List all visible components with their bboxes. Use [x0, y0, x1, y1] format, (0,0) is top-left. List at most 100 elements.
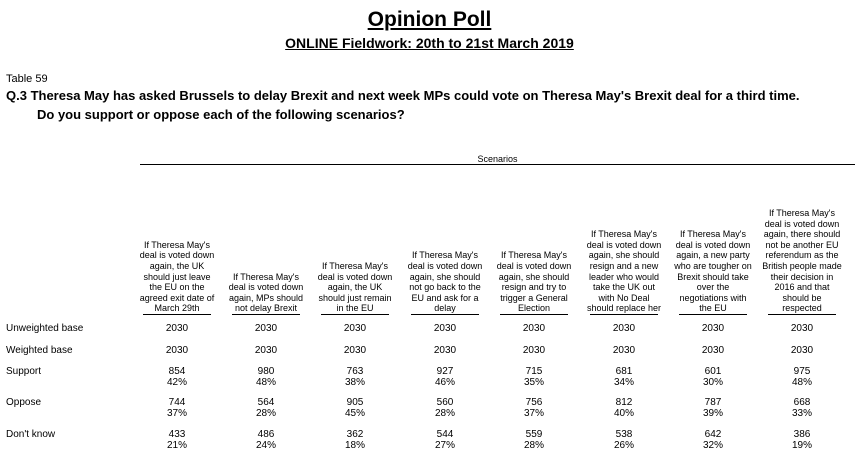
table-cell: 564 28%	[226, 397, 306, 419]
table-cell: 2030	[673, 345, 753, 356]
cell-percent: 46%	[434, 377, 455, 388]
cell-percent: 48%	[255, 377, 276, 388]
table-cell: 2030	[137, 345, 217, 356]
cell-percent: 21%	[166, 440, 187, 451]
column-header-underline	[411, 314, 479, 315]
cell-count: 362	[346, 429, 364, 440]
cell-count: 2030	[343, 345, 367, 356]
question-line-1: Q.3 Theresa May has asked Brussels to de…	[6, 88, 800, 103]
cell-percent: 28%	[255, 408, 276, 419]
row-label: Oppose	[6, 397, 42, 408]
cell-percent: 30%	[702, 377, 723, 388]
column-header-text: If Theresa May's deal is voted down agai…	[674, 229, 752, 314]
table-cell: 2030	[405, 345, 485, 356]
column-header-text: If Theresa May's deal is voted down agai…	[762, 208, 842, 314]
cell-count: 2030	[522, 345, 546, 356]
table-cell: 744 37%	[137, 397, 217, 419]
table-cell: 2030	[315, 323, 395, 334]
cell-percent: 35%	[523, 377, 544, 388]
table-cell: 2030	[673, 323, 753, 334]
cell-count: 756	[525, 397, 543, 408]
column-header-underline	[232, 314, 300, 315]
cell-count: 975	[793, 366, 811, 377]
cell-count: 927	[436, 366, 454, 377]
column-header-text: If Theresa May's deal is voted down agai…	[407, 250, 483, 314]
table-cell: 538 26%	[584, 429, 664, 451]
table-cell: 905 45%	[315, 397, 395, 419]
table-cell: 2030	[494, 323, 574, 334]
cell-percent: 42%	[166, 377, 187, 388]
table-cell: 2030	[405, 323, 485, 334]
cell-percent: 37%	[523, 408, 544, 419]
cell-count: 2030	[165, 345, 189, 356]
cell-count: 2030	[701, 323, 725, 334]
cell-count: 642	[704, 429, 722, 440]
column-header-4: If Theresa May's deal is voted down agai…	[405, 250, 485, 315]
cell-count: 544	[436, 429, 454, 440]
table-cell: 386 19%	[762, 429, 842, 451]
table-cell: 681 34%	[584, 366, 664, 388]
table-cell: 854 42%	[137, 366, 217, 388]
cell-count: 812	[615, 397, 633, 408]
cell-percent: 28%	[523, 440, 544, 451]
table-cell: 433 21%	[137, 429, 217, 451]
table-cell: 2030	[226, 345, 306, 356]
cell-percent: 18%	[344, 440, 365, 451]
table-cell: 756 37%	[494, 397, 574, 419]
row-label: Don't know	[6, 429, 56, 440]
cell-count: 980	[257, 366, 275, 377]
cell-count: 486	[257, 429, 275, 440]
cell-count: 715	[525, 366, 543, 377]
cell-count: 433	[168, 429, 186, 440]
table-cell: 787 39%	[673, 397, 753, 419]
row-label: Support	[6, 366, 42, 377]
cell-count: 787	[704, 397, 722, 408]
table-label: Table 59	[6, 73, 48, 85]
row-label: Unweighted base	[6, 323, 84, 334]
column-header-text: If Theresa May's deal is voted down agai…	[586, 229, 662, 314]
cell-count: 2030	[254, 345, 278, 356]
column-header-underline	[590, 314, 658, 315]
column-header-text: If Theresa May's deal is voted down agai…	[139, 239, 215, 314]
table-cell: 559 28%	[494, 429, 574, 451]
cell-count: 668	[793, 397, 811, 408]
cell-count: 2030	[790, 345, 814, 356]
cell-count: 386	[793, 429, 811, 440]
cell-count: 564	[257, 397, 275, 408]
cell-percent: 33%	[791, 408, 812, 419]
cell-count: 854	[168, 366, 186, 377]
cell-count: 601	[704, 366, 722, 377]
table-cell: 2030	[762, 323, 842, 334]
table-cell: 601 30%	[673, 366, 753, 388]
poll-title: Opinion Poll	[367, 8, 492, 31]
scenarios-divider	[140, 164, 855, 165]
table-cell: 715 35%	[494, 366, 574, 388]
cell-count: 2030	[701, 345, 725, 356]
table-cell: 560 28%	[405, 397, 485, 419]
cell-count: 538	[615, 429, 633, 440]
table-cell: 668 33%	[762, 397, 842, 419]
cell-percent: 24%	[255, 440, 276, 451]
cell-percent: 45%	[344, 408, 365, 419]
table-cell: 980 48%	[226, 366, 306, 388]
cell-percent: 48%	[791, 377, 812, 388]
cell-percent: 28%	[434, 408, 455, 419]
cell-count: 2030	[612, 323, 636, 334]
table-cell: 2030	[137, 323, 217, 334]
table-cell: 927 46%	[405, 366, 485, 388]
column-header-5: If Theresa May's deal is voted down agai…	[494, 250, 574, 315]
cell-count: 2030	[165, 323, 189, 334]
table-cell: 362 18%	[315, 429, 395, 451]
cell-percent: 32%	[702, 440, 723, 451]
column-header-1: If Theresa May's deal is voted down agai…	[137, 240, 217, 315]
column-header-text: If Theresa May's deal is voted down agai…	[228, 271, 304, 314]
cell-percent: 40%	[613, 408, 634, 419]
table-cell: 544 27%	[405, 429, 485, 451]
table-cell: 2030	[584, 323, 664, 334]
table-cell: 2030	[762, 345, 842, 356]
column-header-underline	[679, 314, 747, 315]
fieldwork-subtitle: ONLINE Fieldwork: 20th to 21st March 201…	[285, 35, 574, 51]
cell-count: 681	[615, 366, 633, 377]
cell-count: 744	[168, 397, 186, 408]
cell-percent: 27%	[434, 440, 455, 451]
